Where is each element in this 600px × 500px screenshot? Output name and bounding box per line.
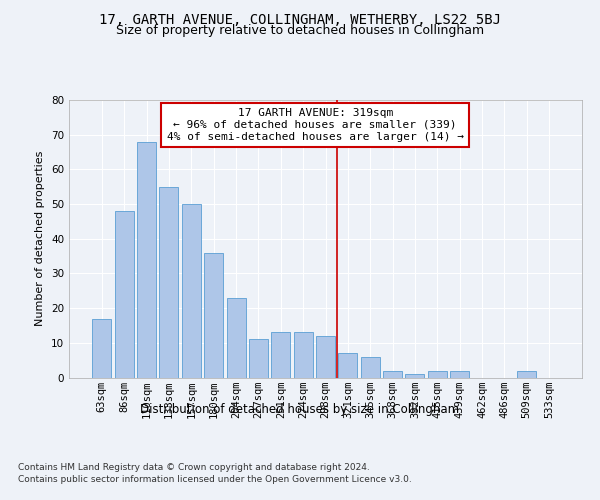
- Text: 17 GARTH AVENUE: 319sqm
← 96% of detached houses are smaller (339)
4% of semi-de: 17 GARTH AVENUE: 319sqm ← 96% of detache…: [167, 108, 464, 142]
- Bar: [227, 298, 245, 378]
- Bar: [383, 370, 402, 378]
- Bar: [316, 336, 335, 378]
- Bar: [338, 353, 358, 378]
- Bar: [160, 186, 178, 378]
- Bar: [450, 370, 469, 378]
- Bar: [182, 204, 201, 378]
- Bar: [361, 356, 380, 378]
- Text: Distribution of detached houses by size in Collingham: Distribution of detached houses by size …: [140, 402, 460, 415]
- Bar: [406, 374, 424, 378]
- Text: Contains HM Land Registry data © Crown copyright and database right 2024.: Contains HM Land Registry data © Crown c…: [18, 462, 370, 471]
- Text: Contains public sector information licensed under the Open Government Licence v3: Contains public sector information licen…: [18, 475, 412, 484]
- Bar: [249, 340, 268, 378]
- Bar: [204, 252, 223, 378]
- Bar: [92, 318, 112, 378]
- Bar: [137, 142, 156, 378]
- Bar: [293, 332, 313, 378]
- Bar: [428, 370, 447, 378]
- Bar: [271, 332, 290, 378]
- Y-axis label: Number of detached properties: Number of detached properties: [35, 151, 46, 326]
- Text: 17, GARTH AVENUE, COLLINGHAM, WETHERBY, LS22 5BJ: 17, GARTH AVENUE, COLLINGHAM, WETHERBY, …: [99, 12, 501, 26]
- Bar: [517, 370, 536, 378]
- Bar: [115, 211, 134, 378]
- Text: Size of property relative to detached houses in Collingham: Size of property relative to detached ho…: [116, 24, 484, 37]
